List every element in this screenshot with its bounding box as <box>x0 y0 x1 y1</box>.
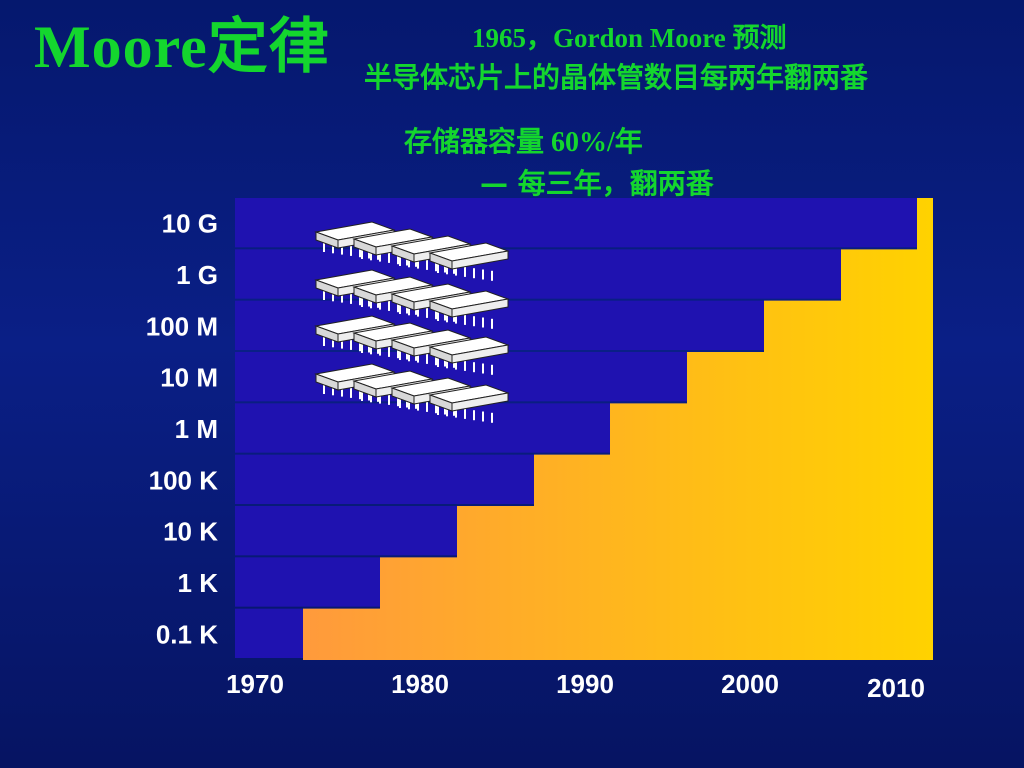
subtitle-line-2: 半导体芯片上的晶体管数目每两年翻两番 <box>364 61 869 94</box>
x-tick-label: 1980 <box>391 669 449 699</box>
y-tick-label: 0.1 K <box>156 619 218 649</box>
y-tick-label: 10 M <box>160 363 218 393</box>
x-axis-tick-labels: 1970 1980 1990 2000 2010 <box>226 669 925 703</box>
subtitle-line-1: 1965，Gordon Moore 预测 <box>472 23 787 53</box>
chip-icon <box>428 336 510 375</box>
x-tick-label: 2010 <box>867 673 925 703</box>
subtitle-line-3: 存储器容量 60%/年 <box>404 127 643 158</box>
x-tick-label: 1970 <box>226 669 284 699</box>
slide-title: Moore定律 <box>34 14 330 80</box>
chip-icon <box>428 290 510 329</box>
y-tick-label: 1 K <box>178 568 219 598</box>
x-tick-label: 1990 <box>556 669 614 699</box>
y-tick-label: 1 M <box>175 414 218 444</box>
y-tick-label: 10 G <box>162 209 218 239</box>
chip-icon <box>352 322 434 361</box>
y-tick-label: 100 M <box>146 311 218 341</box>
y-tick-label: 1 G <box>176 260 218 290</box>
subtitle-line-4: — 每三年，翻两番 <box>480 167 714 200</box>
chip-icon <box>428 242 510 281</box>
x-tick-label: 2000 <box>721 669 779 699</box>
chip-icon <box>428 384 510 423</box>
capacity-area <box>303 198 933 660</box>
memory-chip-stack-icon <box>314 221 510 423</box>
y-tick-label: 100 K <box>149 465 219 495</box>
y-axis-tick-labels: 0.1 K 1 K 10 K 100 K 1 M 10 M 100 M 1 G 10 G <box>146 209 218 650</box>
y-tick-label: 10 K <box>163 517 218 547</box>
